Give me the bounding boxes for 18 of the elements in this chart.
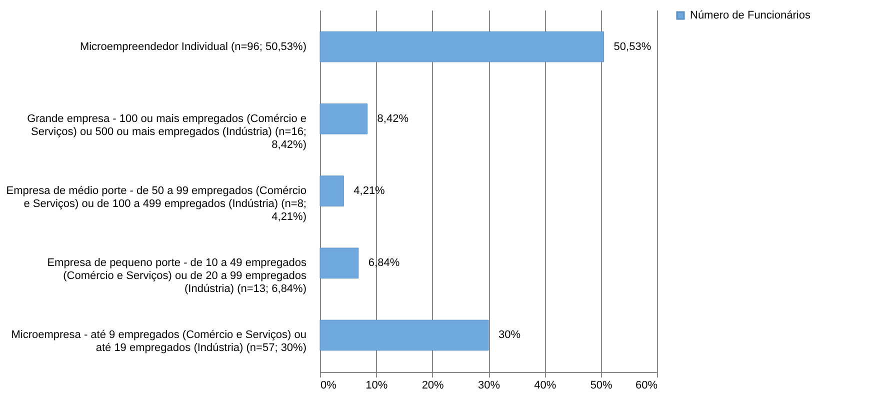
- data-label: 8,42%: [377, 112, 409, 125]
- x-tick-label: 0%: [320, 380, 337, 392]
- x-tick-label: 20%: [422, 380, 444, 392]
- x-tick-label: 60%: [635, 380, 658, 392]
- data-label: 4,21%: [354, 185, 386, 197]
- y-tick-label: Grande empresa - 100 ou mais empregados (Comércio e Serviços) ou 500 ou mais empregados (Indústria) (n=16; 8,42%): [27, 112, 306, 151]
- data-label: 30%: [498, 329, 521, 342]
- data-label: 6,84%: [368, 257, 400, 270]
- y-tick-label: Microempreendedor Individual (n=96; 50,53%): [80, 40, 306, 53]
- legend-label: Número de Funcionários: [690, 10, 811, 22]
- data-label: 50,53%: [614, 40, 652, 53]
- y-tick-label: Empresa de médio porte - de 50 a 99 empregados (Comércio e Serviços) ou de 100 a 499 empregados (Indústria) (n=8; 4,21%): [6, 185, 306, 223]
- x-tick-label: 30%: [478, 380, 500, 392]
- x-tick-label: 40%: [534, 380, 556, 392]
- x-tick-label: 10%: [366, 380, 388, 392]
- x-tick-label: 50%: [590, 380, 613, 392]
- y-tick-label: Empresa de pequeno porte - de 10 a 49 empregados (Comércio e Serviços) ou de 20 a 99 empregados (Indústria) (n=13; 6,84%): [47, 257, 307, 296]
- y-tick-label: Microempresa - até 9 empregados (Comércio e Serviços) ou até 19 empregados (Indústria) (n=57; 30%): [11, 329, 306, 354]
